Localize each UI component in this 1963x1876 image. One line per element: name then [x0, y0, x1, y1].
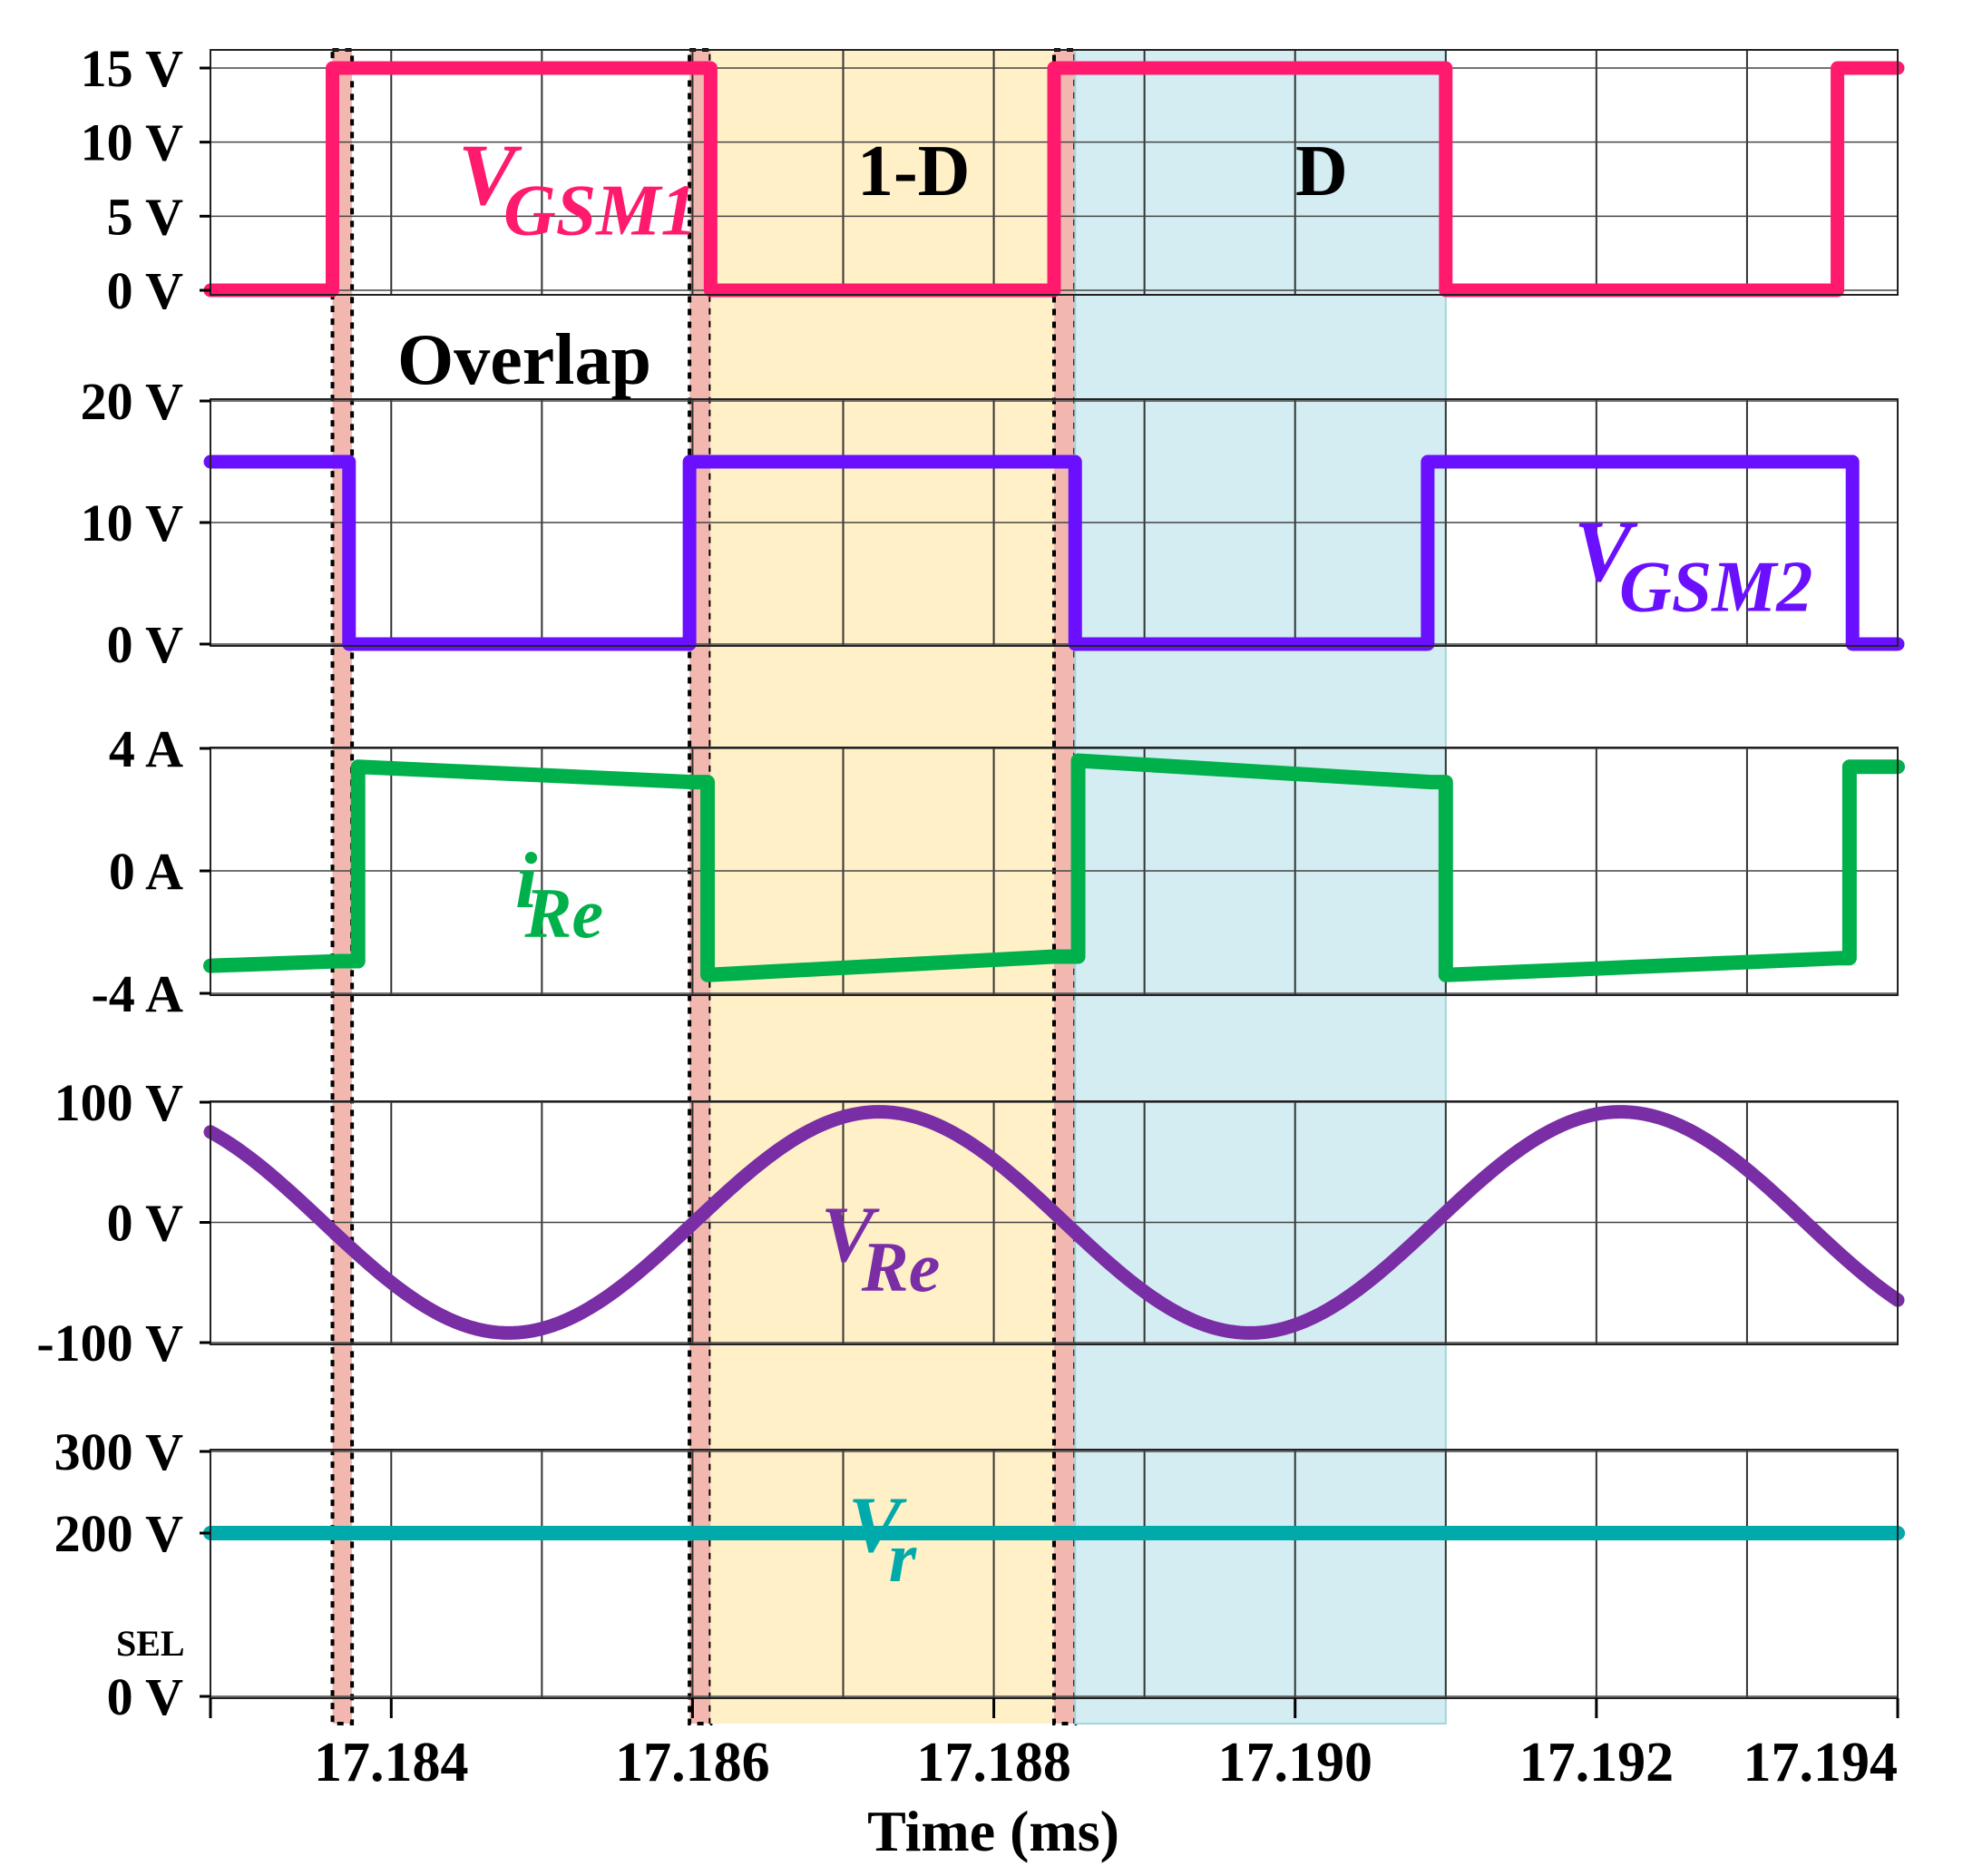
series-label-vgsm1: VGSM1	[458, 126, 697, 251]
xtick-label-3: 17.190	[1217, 1732, 1372, 1793]
series-label-vre: VRe	[821, 1191, 940, 1306]
series-label-vr: Vr	[848, 1481, 917, 1597]
series-label-main-vgsm1: V	[458, 126, 522, 223]
series-label-ire: iRe	[515, 837, 603, 953]
series-label-main-vr: V	[848, 1481, 907, 1569]
panel-box-vgsm1	[210, 49, 1899, 296]
ytick-label-vr-2: 300 V	[54, 1422, 183, 1481]
region-one-minus-d	[710, 50, 1054, 1724]
series-layer	[203, 61, 1905, 1540]
xtick-label-5: 17.194	[1743, 1732, 1899, 1793]
series-label-sub-ire: Re	[523, 874, 603, 953]
series-label-sub-vgsm2: GSM2	[1619, 548, 1812, 628]
ytick-label-vre-2: 100 V	[54, 1073, 183, 1132]
xtick-label-1: 17.186	[615, 1732, 770, 1793]
series-vgsm1	[203, 61, 1905, 298]
region-d	[1075, 50, 1446, 1724]
ytick-label-vgsm2-2: 20 V	[81, 372, 183, 431]
ytick-label-vr-0: 0 V	[107, 1667, 183, 1726]
region-outline-overlap-3	[1052, 48, 1078, 1725]
ytick-label-ire-0: -4 A	[92, 964, 184, 1023]
xtick-label-0: 17.184	[314, 1732, 469, 1793]
region-overlap-1	[332, 50, 353, 1724]
series-label-sub-vgsm1: GSM1	[503, 171, 697, 251]
ytick-label-vre-0: -100 V	[36, 1314, 183, 1373]
xtick-label-2: 17.188	[916, 1732, 1071, 1793]
ytick-label-vgsm1-2: 10 V	[81, 113, 183, 172]
x-axis-title: Time (ms)	[867, 1799, 1119, 1863]
series-vre	[203, 1105, 1905, 1340]
series-label-sub-vr: r	[889, 1518, 917, 1597]
series-ire	[203, 753, 1905, 982]
annotation-sel: SEL	[116, 1623, 185, 1664]
regions-layer	[330, 48, 1447, 1725]
xtick-label-4: 17.192	[1519, 1732, 1675, 1793]
ytick-label-vgsm1-0: 0 V	[107, 261, 183, 320]
ytick-label-vgsm1-1: 5 V	[107, 187, 183, 246]
series-label-main-vgsm2: V	[1574, 503, 1638, 600]
axis-layer: 0 V 5 V 10 V 15 V 0 V 10 V 20 V -4 A 0 A 4 A -100 …	[36, 39, 1900, 1793]
series-label-vgsm2: VGSM2	[1574, 503, 1812, 628]
ytick-label-vgsm2-1: 10 V	[81, 493, 183, 552]
ytick-label-vgsm1-3: 15 V	[81, 39, 183, 98]
series-label-sub-vre: Re	[861, 1227, 941, 1306]
label-layer: Overlap 1-D D SEL Time (ms) VGSM1VGSM2iR…	[116, 126, 1812, 1863]
annotation-overlap: Overlap	[397, 320, 651, 400]
ytick-label-ire-2: 4 A	[109, 719, 183, 778]
series-vgsm2	[203, 454, 1905, 651]
annotation-one-minus-d: 1-D	[857, 132, 970, 211]
annotation-d: D	[1295, 132, 1348, 211]
series-label-main-vre: V	[821, 1191, 880, 1279]
ytick-label-vre-1: 0 V	[107, 1194, 183, 1253]
ytick-label-ire-1: 0 A	[109, 842, 183, 901]
ytick-label-vgsm2-0: 0 V	[107, 615, 183, 674]
ytick-label-vr-1: 200 V	[54, 1504, 183, 1563]
region-outline-overlap-2	[688, 48, 713, 1725]
panel-box-vr	[210, 1449, 1899, 1699]
series-label-main-ire: i	[515, 837, 538, 925]
